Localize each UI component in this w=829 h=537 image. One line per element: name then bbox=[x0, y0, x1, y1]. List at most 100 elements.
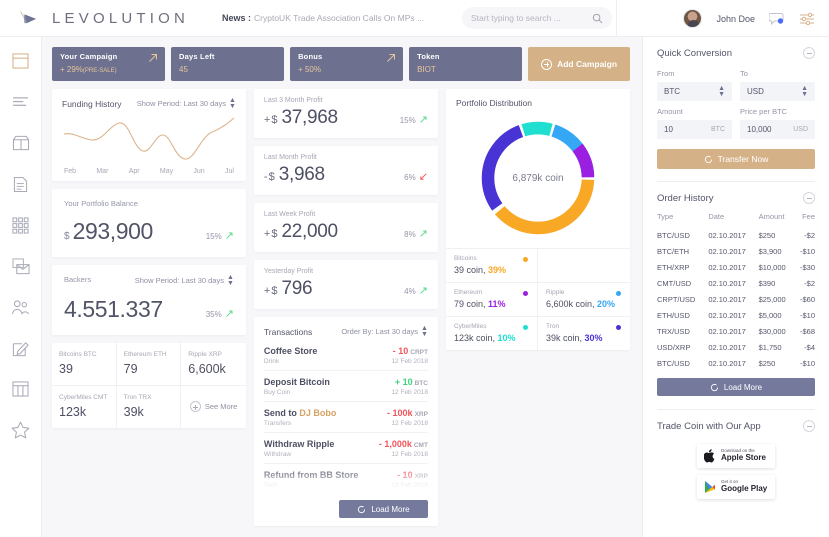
table-row[interactable]: ETH/XRP 02.10.2017 $10,000 -$30 bbox=[657, 259, 815, 275]
transaction-name: Coffee Store bbox=[263, 346, 318, 357]
transaction-amount-block: - 10 XRP 12 Feb 2018 bbox=[391, 470, 428, 489]
google-play-button[interactable]: Get it on Google Play bbox=[697, 475, 775, 499]
transaction-row[interactable]: Deposit Bitcoin Buy Coin + 10 BTC 12 Feb … bbox=[263, 371, 428, 403]
axis-tick: Mar bbox=[96, 168, 109, 176]
chat-bubble-icon[interactable] bbox=[769, 12, 785, 26]
backers-period-selector[interactable]: Show Period: Last 30 days ▲ ▼ bbox=[135, 274, 234, 287]
coin-value: 123k bbox=[59, 405, 87, 420]
see-more-button[interactable]: See More bbox=[188, 394, 239, 419]
legend-dot-tron bbox=[615, 325, 621, 330]
sidebar-item-lists[interactable] bbox=[11, 92, 31, 112]
transaction-row[interactable]: Send to DJ Bobo Transfers - 100k XRP 12 F… bbox=[263, 402, 428, 434]
search-box[interactable] bbox=[462, 7, 612, 29]
coin-cell[interactable]: Tron TRX 39k bbox=[117, 386, 182, 429]
from-select[interactable]: BTC ▲ ▼ bbox=[657, 82, 732, 101]
order-amount: $1,750 bbox=[758, 342, 782, 352]
backers-value: 4.551.337 bbox=[64, 296, 163, 323]
order-type: BTC/USD bbox=[657, 230, 690, 240]
legend-item-ripple[interactable]: Ripple 6,600k coin, 20% bbox=[537, 283, 630, 317]
legend-item-tron[interactable]: Tron 39k coin, 30% bbox=[538, 317, 630, 350]
amount-field-group: Amount BTC bbox=[657, 107, 732, 139]
transaction-row[interactable]: Coffee Store Drink - 10 CRPT 12 Feb 2018 bbox=[263, 340, 428, 372]
balance-value: 293,900 bbox=[72, 218, 154, 245]
transactions-order-selector[interactable]: Order By: Last 30 days ▲ ▼ bbox=[341, 325, 428, 338]
to-select[interactable]: USD ▲ ▼ bbox=[740, 82, 815, 101]
price-input[interactable] bbox=[747, 125, 784, 134]
table-row[interactable]: BTC/USD 02.10.2017 $250 -$2 bbox=[657, 227, 815, 243]
sidebar-item-layout[interactable] bbox=[11, 51, 31, 71]
search-input[interactable] bbox=[471, 13, 592, 23]
column-right: Portfolio Distribution bbox=[445, 89, 630, 526]
funding-chart bbox=[62, 115, 236, 167]
coin-value: 6,600k bbox=[188, 362, 226, 377]
funding-period-selector[interactable]: Show Period: Last 30 days ▲ ▼ bbox=[137, 97, 236, 110]
coin-cell[interactable]: CyberMiles CMT 123k bbox=[52, 386, 117, 429]
avatar[interactable] bbox=[683, 9, 703, 28]
order-fee: -$10 bbox=[799, 310, 815, 320]
transactions-load-more-button[interactable]: Load More bbox=[338, 500, 428, 519]
search-icon[interactable] bbox=[592, 13, 603, 24]
apple-store-text: Download on the Apple Store bbox=[721, 448, 766, 463]
legend-item-ethereum[interactable]: Ethereum 79 coin, 11% bbox=[445, 283, 538, 317]
coin-cell[interactable]: Ripple XRP 6,600k bbox=[181, 343, 246, 387]
transaction-name: Deposit Bitcoin bbox=[263, 377, 330, 388]
header-actions: John Doe bbox=[683, 0, 815, 37]
table-row[interactable]: CMT/USD 02.10.2017 $390 -$2 bbox=[657, 275, 815, 291]
sidebar-item-apps[interactable] bbox=[11, 215, 31, 235]
table-row[interactable]: BTC/ETH 02.10.2017 $3,900 -$10 bbox=[657, 243, 815, 259]
see-more-cell[interactable]: See More bbox=[181, 386, 246, 428]
column-header-date: Date bbox=[708, 212, 725, 221]
left-nav bbox=[0, 37, 42, 537]
sidebar-item-edit[interactable] bbox=[11, 338, 31, 358]
order-fee: -$4 bbox=[804, 342, 815, 352]
transaction-row[interactable]: Refund from BB Store Tech - 10 XRP 12 Feb… bbox=[263, 464, 428, 496]
donut-slice-cybermiles bbox=[481, 121, 595, 235]
table-row[interactable]: TRX/USD 02.10.2017 $30,000 -$68 bbox=[657, 323, 815, 339]
collapse-icon[interactable] bbox=[803, 192, 815, 204]
backers-card: Backers Show Period: Last 30 days ▲ ▼ 4.5… bbox=[52, 265, 246, 336]
transaction-row[interactable]: Withdraw Ripple Withdraw - 1,000k CMT 12 … bbox=[263, 433, 428, 465]
coin-cell[interactable]: Ethereum ETH 79 bbox=[116, 343, 182, 387]
transaction-date: 12 Feb 2018 bbox=[391, 451, 428, 459]
add-campaign-button[interactable]: Add Campaign bbox=[528, 47, 630, 81]
balance-change: 15% ↗ bbox=[206, 231, 234, 242]
order-fee: -$30 bbox=[799, 262, 815, 272]
collapse-icon[interactable] bbox=[803, 47, 815, 59]
price-input-wrap[interactable]: USD bbox=[740, 120, 815, 139]
table-row[interactable]: CRPT/USD 02.10.2017 $25,000 -$60 bbox=[657, 291, 815, 307]
sidebar-item-users[interactable] bbox=[11, 297, 31, 317]
banner-your-campaign[interactable]: Your Campaign + 29%(PRE-SALE) bbox=[52, 47, 166, 81]
apple-store-button[interactable]: Download on the Apple Store bbox=[697, 444, 775, 468]
legend-item-bitcoins[interactable]: Bitcoins 39 coin, 39% bbox=[445, 249, 538, 283]
banner-token[interactable]: Token BIOT bbox=[409, 47, 523, 81]
settings-sliders-icon[interactable] bbox=[799, 12, 815, 26]
balance-amount: $ 293,900 bbox=[64, 218, 153, 245]
news-ticker[interactable]: News : CryptoUK Trade Association Calls … bbox=[222, 13, 424, 23]
legend-name: CyberMiles bbox=[453, 323, 487, 330]
sidebar-item-document[interactable] bbox=[11, 174, 31, 194]
transfer-now-button[interactable]: Transfer Now bbox=[657, 149, 815, 169]
coin-cell[interactable]: Bitcoins BTC 39 bbox=[52, 343, 117, 387]
table-row[interactable]: ETH/USD 02.10.2017 $5,000 -$10 bbox=[657, 307, 815, 323]
amount-input-wrap[interactable]: BTC bbox=[657, 120, 732, 139]
sidebar-item-box[interactable] bbox=[11, 133, 31, 153]
sidebar-item-favorites[interactable] bbox=[11, 420, 31, 440]
collapse-icon[interactable] bbox=[803, 420, 815, 432]
table-row[interactable]: USD/XRP 02.10.2017 $1,750 -$4 bbox=[657, 339, 815, 355]
logo[interactable]: LEVOLUTION bbox=[0, 9, 222, 27]
coin-stats-grid: Bitcoins BTC 39 Ethereum ETH 79 Ripple X… bbox=[52, 343, 246, 429]
banner-days-left[interactable]: Days Left 45 bbox=[171, 47, 285, 81]
legend-item-cybermiles[interactable]: CyberMiles 123k coin, 10% bbox=[446, 317, 538, 350]
sidebar-item-mail[interactable] bbox=[11, 256, 31, 276]
amount-input[interactable] bbox=[664, 125, 701, 134]
order-amount: $30,000 bbox=[758, 326, 786, 336]
table-row[interactable]: BTC/USD 02.10.2017 $250 -$10 bbox=[657, 355, 815, 371]
logo-text: LEVOLUTION bbox=[52, 9, 190, 27]
coin-label: Ethereum ETH bbox=[123, 351, 167, 359]
order-history-load-more-button[interactable]: Load More bbox=[657, 378, 815, 396]
order-type: BTC/USD bbox=[657, 358, 690, 368]
sidebar-item-table[interactable] bbox=[11, 379, 31, 399]
banner-bonus[interactable]: Bonus + 50% bbox=[290, 47, 404, 81]
portfolio-distribution-title: Portfolio Distribution bbox=[455, 98, 533, 108]
